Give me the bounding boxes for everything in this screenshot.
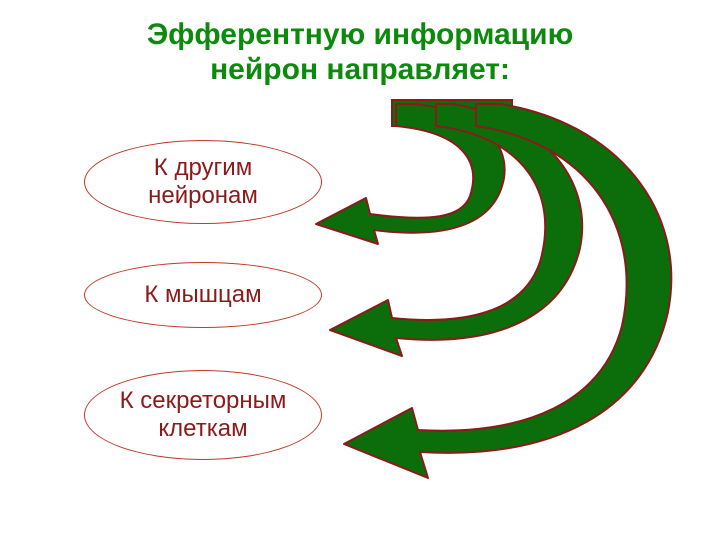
ellipse-label: К другим нейронам [148,154,258,209]
arrow-a2 [330,104,582,356]
title-line-2: нейрон направляет: [210,53,510,86]
arrow-a3 [344,104,671,478]
arrow-group [316,104,671,478]
title-line-1: Эфферентную информацию [147,18,573,51]
page-title: Эфферентную информацию нейрон направляет… [0,18,720,87]
ellipse-label: К секреторным клеткам [120,387,287,442]
root-block [392,100,512,126]
ellipse-e3: К секреторным клеткам [84,370,322,460]
diagram-stage: { "canvas": { "width": 720, "height": 54… [0,0,720,540]
ellipse-e1: К другим нейронам [84,140,322,224]
ellipse-label: К мышцам [144,281,261,309]
ellipse-e2: К мышцам [84,262,322,328]
arrow-a1 [316,104,505,244]
